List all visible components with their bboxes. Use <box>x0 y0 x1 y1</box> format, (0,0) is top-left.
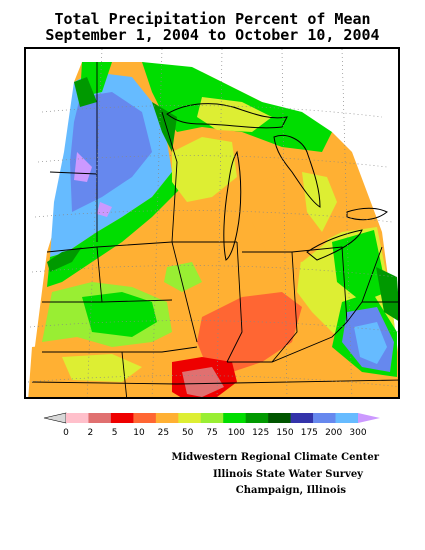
legend-bar <box>43 412 380 424</box>
precip-region-missouri-green <box>82 292 157 337</box>
legend-tick-label: 300 <box>349 428 366 438</box>
map-date-range: September 1, 2004 to October 10, 2004 <box>45 26 380 44</box>
precipitation-map <box>24 47 400 399</box>
precip-region-central-orange <box>197 292 302 372</box>
credit-location: Champaign, Illinois <box>235 485 346 496</box>
credit-isws: Illinois State Water Survey <box>212 469 363 480</box>
precip-region-north-dakota-dark <box>74 77 97 107</box>
legend-swatch <box>290 413 314 423</box>
boundary-tennessee <box>31 379 398 385</box>
precip-region-iowa-green <box>164 262 202 292</box>
map-title: Total Precipitation Percent of Mean <box>54 10 371 28</box>
legend-tick-label: 0 <box>63 428 69 438</box>
boundary-ohio-river <box>227 321 348 363</box>
boundary-iowa-illinois <box>171 241 198 343</box>
credit-mrcc: Midwestern Regional Climate Center <box>171 452 379 463</box>
lake-ontario <box>346 207 388 221</box>
legend-swatch <box>223 413 246 423</box>
precip-region-minnesota-purple-2 <box>97 202 112 217</box>
precip-region-minnesota-purple <box>74 152 92 182</box>
precip-region-superior <box>197 97 272 132</box>
legend-arrow-left <box>43 412 67 424</box>
boundary-north-south-dakota <box>49 171 98 175</box>
boundary-ohio <box>291 246 348 323</box>
legend-swatch <box>110 413 134 423</box>
precip-region-east-darkgreen <box>376 267 398 321</box>
legend-tick-label: 10 <box>133 428 145 438</box>
legend-swatch <box>335 413 359 423</box>
legend-swatch <box>155 413 179 423</box>
boundary-iowa-missouri <box>101 299 173 303</box>
precip-band-dark-green <box>47 247 82 272</box>
precip-band-green <box>47 172 182 287</box>
legend-swatch <box>178 413 202 423</box>
precip-region-minnesota-core <box>70 92 152 212</box>
legend-tick-label: 5 <box>112 428 118 438</box>
legend-swatch <box>133 413 157 423</box>
legend-swatch <box>66 413 89 423</box>
legend-tick-label: 125 <box>252 428 269 438</box>
boundary-kansas-missouri-south <box>42 346 198 353</box>
precip-region-upper-wisconsin <box>152 102 177 152</box>
legend-tick-label: 75 <box>206 428 217 438</box>
legend-tick-label: 175 <box>301 428 318 438</box>
legend-tick-label: 150 <box>276 428 293 438</box>
state-boundaries <box>31 62 398 397</box>
legend-swatch <box>245 413 269 423</box>
legend-swatch <box>268 413 291 423</box>
boundary-illinois-indiana <box>226 241 243 363</box>
lake-superior <box>166 103 288 129</box>
legend-tick-label: 2 <box>87 428 93 438</box>
legend-tick-label: 100 <box>228 428 245 438</box>
graticule <box>27 49 398 397</box>
legend-swatch <box>88 413 112 423</box>
color-legend: 0 2 5 10 25 50 75 100 125 150 175 200 300 <box>43 412 380 438</box>
legend-swatch <box>200 413 224 423</box>
legend-tick-label: 50 <box>182 428 194 438</box>
legend-tick-label: 200 <box>325 428 342 438</box>
lake-erie <box>306 229 363 261</box>
precip-region-east-lightblue <box>354 322 387 364</box>
map-lakes <box>166 103 388 261</box>
lake-huron <box>273 135 321 208</box>
boundary-minnesota-wisconsin <box>161 111 178 243</box>
precip-region-southern-illinois-pink <box>182 367 224 397</box>
legend-swatch <box>313 413 336 423</box>
boundary-indiana-ohio <box>271 251 298 363</box>
lake-michigan <box>223 150 242 261</box>
precip-region-ohio-green <box>332 230 387 302</box>
map-canvas <box>26 49 398 397</box>
legend-arrow-right <box>358 413 380 423</box>
legend-tick-label: 25 <box>158 428 169 438</box>
legend-labels: 0 2 5 10 25 50 75 100 125 150 175 200 300 <box>63 428 367 438</box>
precip-region-southwest-yellow <box>62 354 142 382</box>
